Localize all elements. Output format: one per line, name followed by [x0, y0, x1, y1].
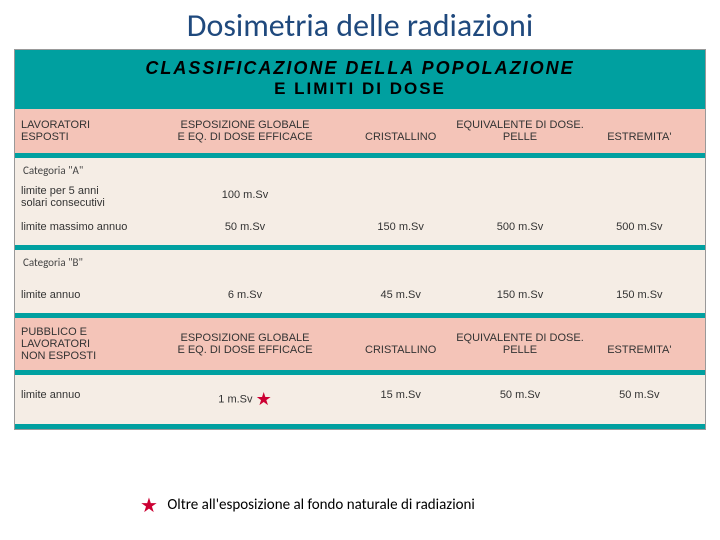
s2-col1-l3: NON ESPOSTI [21, 350, 149, 362]
divider [15, 424, 705, 429]
catA-r2-global: 50 m.Sv [155, 217, 335, 237]
s2-col-global: ESPOSIZIONE GLOBALE E EQ. DI DOSE EFFICA… [155, 322, 335, 366]
category-a-block: Categoria "A" limite per 5 anni solari c… [15, 158, 705, 245]
s2-col1-l1: PUBBLICO E [21, 326, 149, 338]
category-b-block: Categoria "B" limite annuo 6 m.Sv 45 m.S… [15, 250, 705, 313]
public-global: 1 m.Sv [218, 394, 252, 406]
col2-l1: ESPOSIZIONE GLOBALE [161, 119, 329, 131]
page-title: Dosimetria delle radiazioni [0, 0, 720, 49]
catB-desc: limite annuo [15, 285, 155, 305]
s2-col1-l2: LAVORATORI [21, 338, 149, 350]
col-workers: LAVORATORI ESPOSTI [15, 115, 155, 147]
s2-col2-l2: E EQ. DI DOSE EFFICACE [161, 344, 329, 356]
public-header-row: PUBBLICO E LAVORATORI NON ESPOSTI ESPOSI… [15, 318, 705, 370]
dose-limits-table: CLASSIFICAZIONE DELLA POPOLAZIONE E LIMI… [14, 49, 706, 430]
star-icon: ★ [140, 493, 158, 518]
catA-r1-desc-b: solari consecutivi [21, 197, 149, 209]
col1-l1: LAVORATORI [21, 119, 149, 131]
star-icon: ★ [256, 389, 272, 410]
catB-estr: 150 m.Sv [580, 289, 699, 301]
sub-cristallino: CRISTALLINO [341, 131, 460, 143]
public-crist: 15 m.Sv [341, 389, 460, 401]
col-global-exposure: ESPOSIZIONE GLOBALE E EQ. DI DOSE EFFICA… [155, 115, 335, 147]
catA-r2-desc: limite massimo annuo [15, 217, 155, 237]
sub-estremita: ESTREMITA' [580, 131, 699, 143]
s2-sub-pelle: PELLE [460, 344, 579, 356]
public-block: limite annuo 1 m.Sv ★ 15 m.Sv 50 m.Sv 50… [15, 375, 705, 424]
workers-header-row: LAVORATORI ESPOSTI ESPOSIZIONE GLOBALE E… [15, 109, 705, 153]
category-a-label: Categoria "A" [15, 158, 705, 179]
header-line1: CLASSIFICAZIONE DELLA POPOLAZIONE [15, 58, 705, 79]
footnote-text: Oltre all'esposizione al fondo naturale … [167, 496, 475, 514]
s2-sub-crist: CRISTALLINO [341, 344, 460, 356]
s2-sub-estr: ESTREMITA' [580, 344, 699, 356]
col-equivalent-dose: EQUIVALENTE DI DOSE. CRISTALLINO PELLE E… [335, 115, 705, 147]
catA-r1-desc-a: limite per 5 anni [21, 185, 149, 197]
footnote: ★ Oltre all'esposizione al fondo natural… [140, 493, 475, 518]
s2-col2-l1: ESPOSIZIONE GLOBALE [161, 332, 329, 344]
col2-l2: E EQ. DI DOSE EFFICACE [161, 131, 329, 143]
s2-col3-title: EQUIVALENTE DI DOSE. [341, 332, 699, 344]
header-line2: E LIMITI DI DOSE [15, 79, 705, 99]
s2-col-equiv: EQUIVALENTE DI DOSE. CRISTALLINO PELLE E… [335, 322, 705, 366]
catA-r1-global: 100 m.Sv [155, 181, 335, 213]
public-estr: 50 m.Sv [580, 389, 699, 401]
col3-title: EQUIVALENTE DI DOSE. [341, 119, 699, 131]
public-global-cell: 1 m.Sv ★ [155, 385, 335, 414]
table-header: CLASSIFICAZIONE DELLA POPOLAZIONE E LIMI… [15, 50, 705, 109]
catA-r2-crist: 150 m.Sv [341, 221, 460, 233]
catB-crist: 45 m.Sv [341, 289, 460, 301]
catA-r2-estr: 500 m.Sv [580, 221, 699, 233]
category-b-label: Categoria "B" [15, 250, 705, 271]
catB-pelle: 150 m.Sv [460, 289, 579, 301]
public-desc: limite annuo [15, 385, 155, 414]
public-pelle: 50 m.Sv [460, 389, 579, 401]
catA-r2-pelle: 500 m.Sv [460, 221, 579, 233]
col1-l2: ESPOSTI [21, 131, 149, 143]
sub-pelle: PELLE [460, 131, 579, 143]
col-public: PUBBLICO E LAVORATORI NON ESPOSTI [15, 322, 155, 366]
catB-global: 6 m.Sv [155, 285, 335, 305]
